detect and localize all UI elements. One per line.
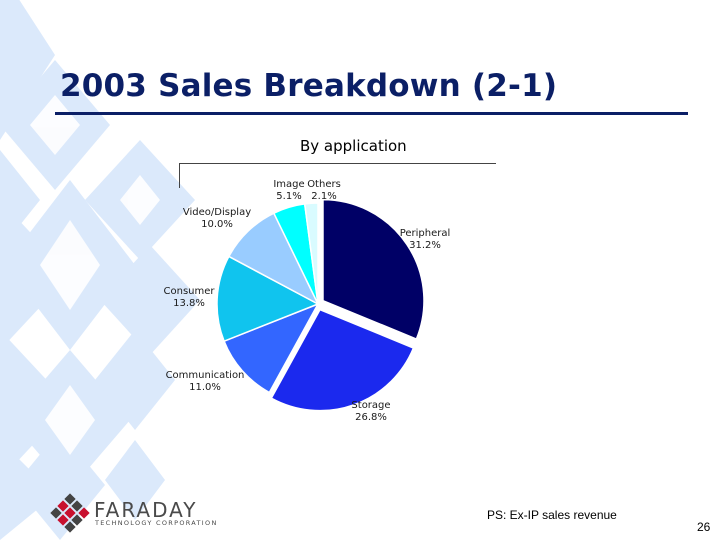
deco-diamond-inner bbox=[30, 95, 80, 155]
slice-label: Storage 26.8% bbox=[351, 400, 390, 423]
deco-diamond-inner bbox=[40, 220, 100, 310]
slice-label: Image 5.1% bbox=[273, 179, 304, 202]
slice-label: Consumer 13.8% bbox=[164, 286, 216, 309]
footnote: PS: Ex-IP sales revenue bbox=[487, 508, 617, 522]
slice-label: Peripheral 31.2% bbox=[400, 228, 451, 251]
deco-diamond-inner bbox=[45, 385, 95, 455]
title-underline bbox=[55, 112, 688, 115]
pie-slice-storage bbox=[270, 308, 415, 412]
pie-slice-consumer bbox=[216, 255, 320, 343]
deco-diamond-inner bbox=[120, 175, 160, 225]
chart-frame-left bbox=[179, 163, 180, 188]
deco-diamond bbox=[105, 440, 165, 520]
logo-tagline: TECHNOLOGY CORPORATION bbox=[95, 519, 218, 527]
pie-slice-communication bbox=[223, 302, 320, 394]
slice-label: Video/Display 10.0% bbox=[183, 207, 251, 230]
deco-diamond bbox=[95, 330, 175, 430]
slice-label: Others 2.1% bbox=[307, 179, 341, 202]
pie-slice-others bbox=[303, 202, 319, 305]
chart-title: By application bbox=[300, 137, 407, 155]
deco-diamond bbox=[100, 245, 200, 355]
pie-slice-peripheral bbox=[322, 198, 425, 340]
slice-label: Communication 11.0% bbox=[166, 370, 245, 393]
deco-diamond bbox=[0, 0, 55, 140]
page-number: 26 bbox=[697, 520, 711, 534]
logo-wordmark: FARADAY bbox=[94, 498, 198, 522]
chart-frame-top bbox=[179, 163, 496, 164]
faraday-logo-icon bbox=[50, 493, 90, 533]
slide-title: 2003 Sales Breakdown (2-1) bbox=[60, 68, 558, 104]
